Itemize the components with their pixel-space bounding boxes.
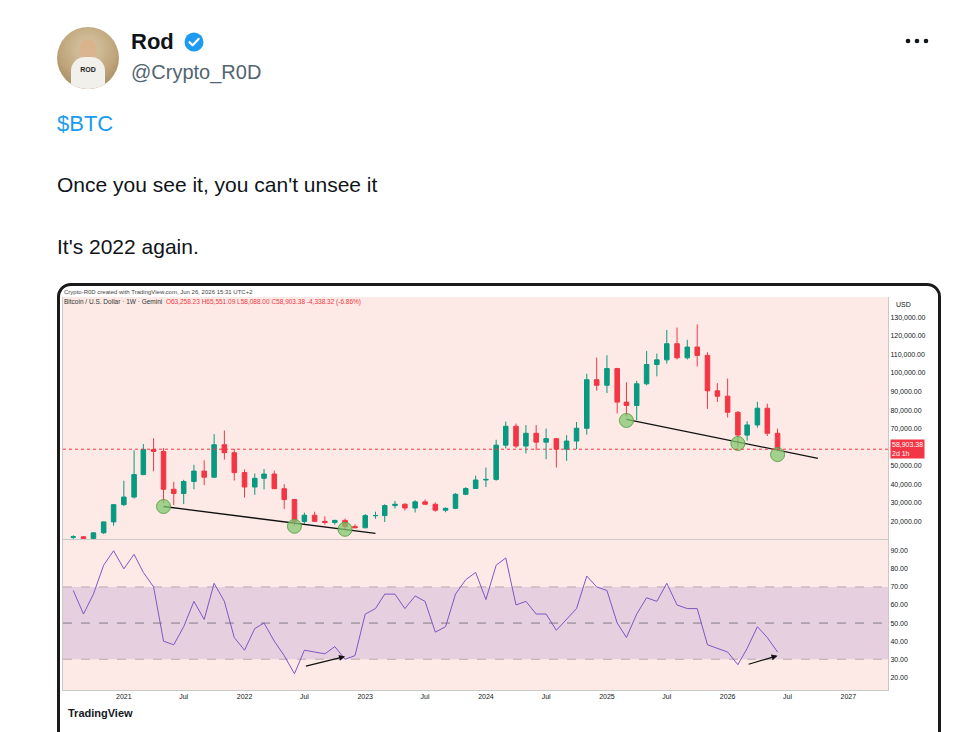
- svg-text:20.00: 20.00: [890, 674, 908, 681]
- svg-text:40.00: 40.00: [890, 638, 908, 645]
- html-text:@Crypto_R0D: @Crypto_R0D: [131, 61, 262, 83]
- svg-text:90,000.00: 90,000.00: [890, 388, 921, 395]
- svg-text:80.00: 80.00: [890, 565, 908, 572]
- svg-text:2024: 2024: [478, 693, 494, 700]
- svg-text:USD: USD: [896, 301, 911, 308]
- svg-text:70,000.00: 70,000.00: [890, 425, 921, 432]
- svg-text:Jul: Jul: [179, 693, 188, 700]
- svg-text:2027: 2027: [841, 693, 857, 700]
- svg-text:2025: 2025: [599, 693, 615, 700]
- html-text:TradingView: TradingView: [68, 707, 133, 719]
- svg-text:20,000.00: 20,000.00: [890, 518, 921, 525]
- html-text:$BTC: $BTC: [57, 111, 114, 136]
- svg-text:2022: 2022: [237, 693, 253, 700]
- svg-text:2026: 2026: [720, 693, 736, 700]
- svg-text:100,000.00: 100,000.00: [890, 369, 925, 376]
- svg-text:80,000.00: 80,000.00: [890, 407, 921, 414]
- html-text:Crypto-R0D created with Tradin: Crypto-R0D created with TradingView.com,…: [64, 289, 253, 295]
- html-text:Rod: Rod: [131, 29, 174, 54]
- svg-text:Jul: Jul: [421, 693, 430, 700]
- svg-text:Jul: Jul: [300, 693, 309, 700]
- svg-text:90.00: 90.00: [890, 547, 908, 554]
- svg-text:2023: 2023: [357, 693, 373, 700]
- svg-text:Jul: Jul: [662, 693, 671, 700]
- svg-text:70.00: 70.00: [890, 583, 908, 590]
- svg-text:130,000.00: 130,000.00: [890, 314, 925, 321]
- html-text:Bitcoin / U.S. Dollar · 1W · G: Bitcoin / U.S. Dollar · 1W · Gemini O63,…: [64, 298, 361, 305]
- html-text:It's 2022 again.: It's 2022 again.: [57, 235, 199, 258]
- svg-text:60.00: 60.00: [890, 601, 908, 608]
- svg-text:40,000.00: 40,000.00: [890, 481, 921, 488]
- html-text:Once you see it, you can't uns: Once you see it, you can't unsee it: [57, 173, 378, 196]
- svg-text:30.00: 30.00: [890, 656, 908, 663]
- svg-text:110,000.00: 110,000.00: [890, 351, 925, 358]
- svg-text:30,000.00: 30,000.00: [890, 499, 921, 506]
- svg-text:120,000.00: 120,000.00: [890, 332, 925, 339]
- svg-text:50,000.00: 50,000.00: [890, 462, 921, 469]
- svg-text:2021: 2021: [116, 693, 132, 700]
- html-text:ROD: ROD: [80, 66, 96, 73]
- svg-text:Jul: Jul: [542, 693, 551, 700]
- svg-text:Jul: Jul: [783, 693, 792, 700]
- svg-text:60,000.00: 60,000.00: [890, 444, 921, 451]
- svg-text:50.00: 50.00: [890, 620, 908, 627]
- svg-text:58,903.382d 1h: 58,903.382d 1h: [892, 441, 923, 457]
